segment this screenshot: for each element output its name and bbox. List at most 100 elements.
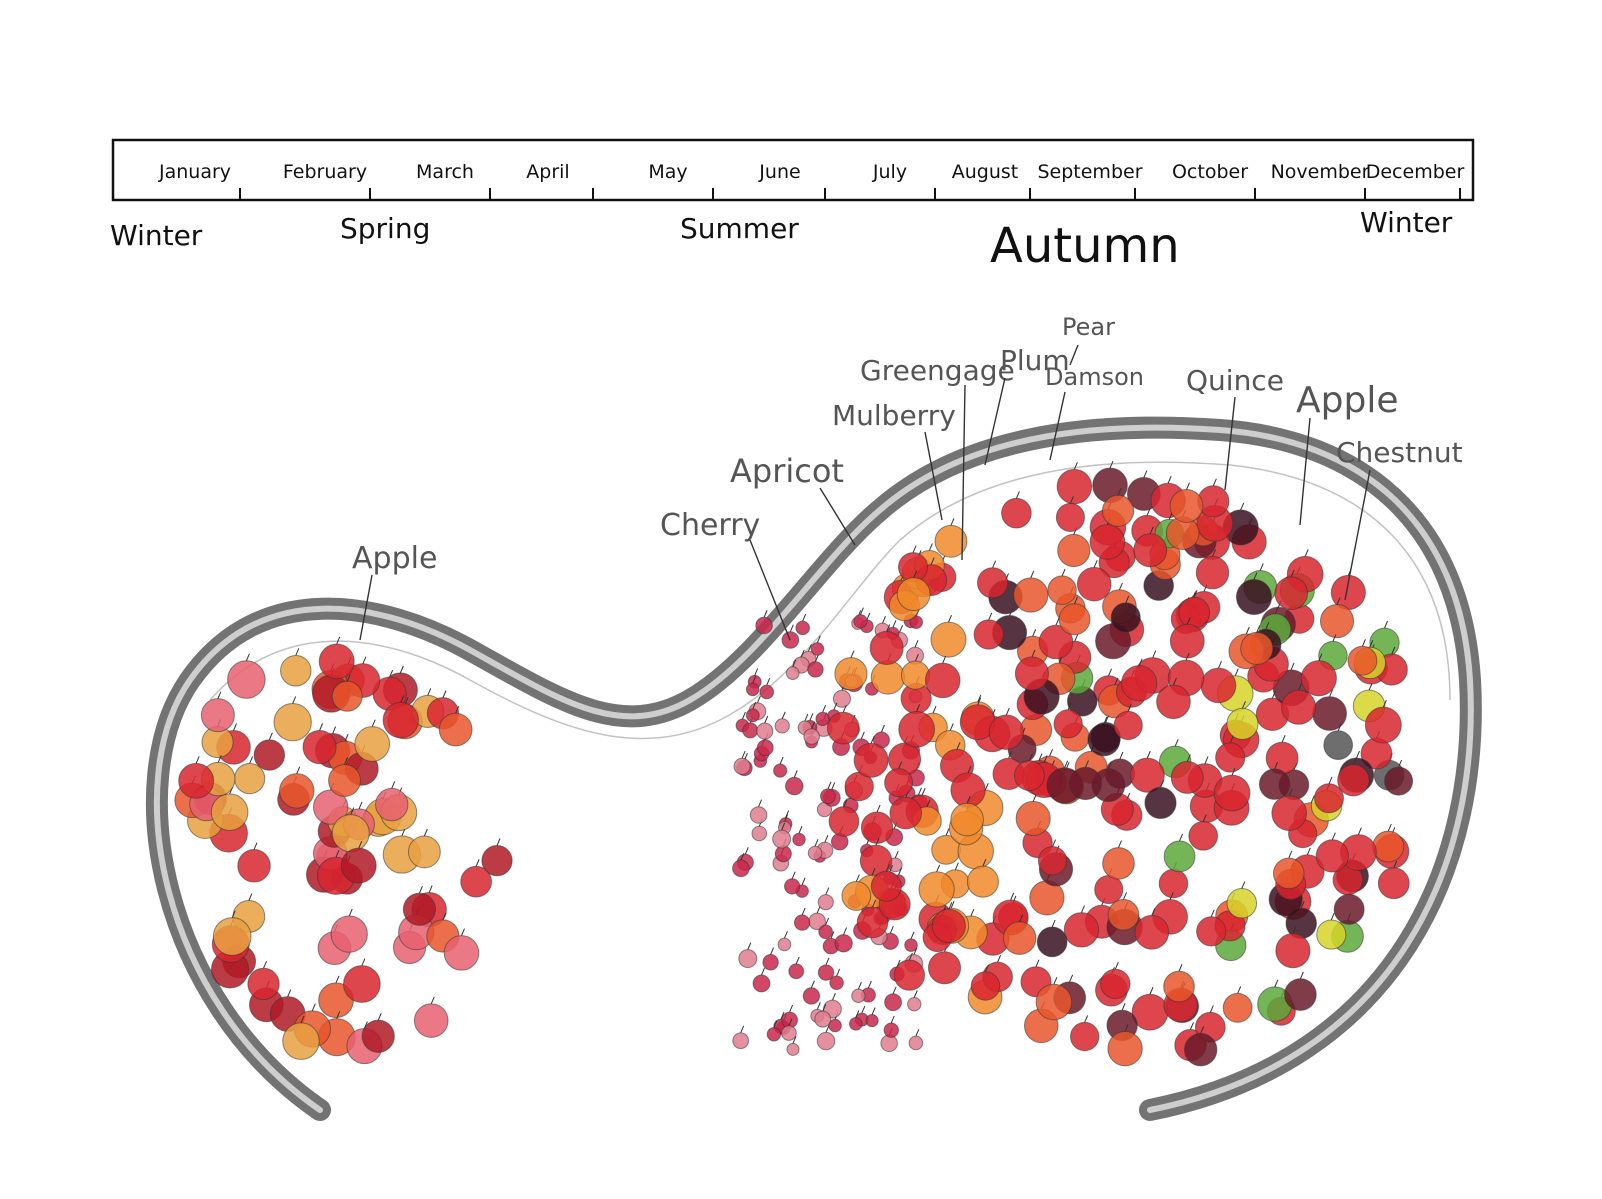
apple-fruit — [227, 653, 266, 699]
apple-fruit — [340, 840, 377, 884]
fruit-label-cherry: Cherry — [660, 508, 760, 543]
cherry-fruit — [792, 826, 806, 847]
cherry-fruit — [738, 942, 758, 969]
cherry-fruit — [853, 607, 868, 629]
apple-fruit — [234, 756, 266, 795]
leader-line-cherry — [749, 539, 791, 641]
apple-fruit — [1121, 658, 1158, 702]
apple-fruit — [1058, 596, 1091, 636]
apricot-fruit — [834, 650, 868, 691]
cherry-fruit — [851, 981, 866, 1003]
apple-fruit — [869, 624, 904, 665]
apple-fruit — [280, 648, 312, 687]
apple-fruit — [1063, 905, 1100, 948]
mulberry-fruit — [1110, 595, 1141, 633]
apple-fruit — [1113, 704, 1143, 741]
apple-fruit — [1330, 568, 1366, 610]
cherry-fruit — [815, 705, 830, 727]
month-label-december: December — [1366, 161, 1465, 183]
month-label-january: January — [158, 161, 231, 183]
apple-fruit — [1037, 839, 1068, 876]
apple-fruit — [1339, 827, 1377, 871]
fruit-label-apple-right: Apple — [1296, 380, 1398, 421]
apple-fruit — [898, 545, 929, 583]
timeline-frame — [111, 138, 1475, 202]
cherry-fruit — [807, 839, 823, 861]
apple-fruit — [1134, 908, 1170, 950]
apple-fruit — [1047, 568, 1077, 605]
month-label-april: April — [526, 161, 569, 183]
apple-fruit — [279, 766, 315, 809]
cherry-fruit — [749, 799, 768, 824]
apple-fruit — [973, 612, 1004, 650]
fruit-label-pear: Pear — [1062, 313, 1115, 341]
season-label-spring: Spring — [340, 212, 430, 245]
apple-fruit — [1372, 823, 1405, 863]
apricot-fruit — [934, 518, 968, 558]
apple-fruit — [1001, 491, 1032, 529]
timeline-months: January February March April May June July Augu… — [158, 161, 1464, 199]
apple-fruit — [1200, 660, 1237, 704]
apple-fruit — [826, 705, 860, 745]
apple-fruit — [200, 691, 235, 733]
cherry-fruit — [773, 756, 788, 778]
cherry-fruit — [785, 659, 800, 681]
apple-fruit — [1013, 753, 1045, 792]
apple-fruit — [331, 807, 370, 853]
cherry-fruit — [907, 990, 922, 1012]
cherry-fruit — [774, 711, 790, 734]
cherry-fruit — [732, 852, 750, 878]
month-label-july: July — [872, 161, 907, 183]
apple-fruit — [1319, 597, 1355, 639]
fruit-label-chestnut: Chestnut — [1336, 436, 1463, 469]
apricot-fruit — [896, 570, 931, 612]
apple-fruit — [1240, 625, 1274, 666]
apple-fruit — [1076, 560, 1112, 602]
apple-fruit — [1281, 682, 1317, 725]
apple-fruit — [1107, 892, 1140, 931]
leader-line-apple-right — [1299, 417, 1311, 526]
cherry-fruit — [817, 887, 834, 911]
apple-fruit — [893, 952, 926, 991]
plum-fruit — [1284, 971, 1317, 1011]
apple-fruit — [1300, 653, 1337, 697]
cherry-fruit — [820, 781, 836, 805]
apple-fruit — [1275, 926, 1311, 969]
month-label-october: October — [1172, 161, 1248, 183]
apple-fruit — [318, 636, 355, 680]
apple-fruit — [1195, 549, 1230, 590]
cherry-fruit — [788, 956, 805, 980]
leader-line-plum — [984, 377, 1006, 466]
apple-fruit — [884, 761, 914, 798]
apple-fruit — [1377, 860, 1410, 900]
apricot-fruit — [841, 874, 872, 911]
apple-fruit — [1170, 754, 1204, 794]
apple-fruit — [212, 910, 252, 956]
mulberry-fruit — [1144, 780, 1177, 820]
apple-fruit — [330, 908, 368, 953]
cherry-fruit — [865, 1007, 879, 1028]
mulberry-fruit — [1235, 572, 1273, 616]
cherry-fruit — [803, 721, 820, 745]
apple-fruit — [1035, 977, 1073, 1021]
cherry-fruit — [817, 957, 835, 981]
apple-fruit — [481, 838, 513, 877]
season-label-summer: Summer — [680, 212, 799, 245]
apple-fruit — [1015, 794, 1051, 837]
apple-fruit — [237, 842, 271, 883]
apple-fruit — [253, 732, 286, 771]
apple-fruit — [1070, 1015, 1100, 1052]
cherry-fruit — [781, 624, 800, 649]
apple-fruit — [402, 886, 436, 926]
apple-fruit — [354, 719, 391, 762]
apricot-fruit — [930, 614, 967, 658]
apple-fruit — [443, 928, 480, 971]
plum-fruit — [1384, 759, 1414, 796]
apple-fruit — [1274, 569, 1309, 611]
apple-fruit — [343, 958, 381, 1003]
cherry-fruit — [762, 947, 779, 971]
apple-fruit — [1188, 814, 1219, 851]
fruit-label-plum: Plum — [1000, 344, 1070, 377]
bowl-inner-line — [209, 461, 1451, 740]
